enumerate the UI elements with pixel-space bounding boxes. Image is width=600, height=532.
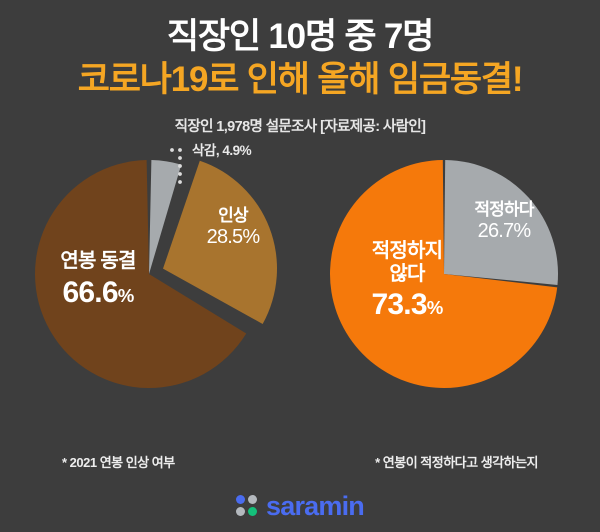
page-title-line-1: 직장인 10명 중 7명 (166, 17, 435, 56)
pie-slice-1[interactable] (444, 160, 558, 286)
pie-slice-1[interactable] (162, 161, 277, 325)
footnote-left: * 2021 연봉 인상 여부 (62, 455, 175, 470)
pie-chart-salary-adequacy: 적정하지 않다 73.3% 적정하다 26.7% (302, 144, 586, 396)
pie-callout-sakgam: 삭감, 4.9% (192, 143, 252, 159)
footnotes: * 2021 연봉 인상 여부 * 연봉이 적정하다고 생각하는지 (0, 452, 600, 471)
pie-slice-2[interactable] (149, 160, 182, 275)
pie-slice-0[interactable] (330, 160, 558, 389)
saramin-logo[interactable]: saramin (0, 491, 600, 521)
header: 직장인 10명 중 7명 코로나19로 인해 올해 임금동결! 직장인 1,97… (0, 0, 600, 136)
saramin-logo-dots-icon (236, 495, 258, 516)
saramin-wordmark: saramin (266, 491, 365, 521)
pie-chart-salary-change-svg (35, 160, 277, 389)
footnote-right: * 연봉이 적정하다고 생각하는지 (375, 455, 538, 470)
pie-chart-salary-adequacy-svg (330, 160, 558, 389)
charts-row: 연봉 동결 66.6% 인상 28.5% 삭감, 4.9% 적정하지 않다 73… (0, 143, 600, 396)
logo-dot-3 (236, 507, 246, 516)
logo-dot-2 (248, 495, 258, 504)
pie-slice-0[interactable] (35, 160, 247, 389)
pie-chart-salary-change: 연봉 동결 66.6% 인상 28.5% 삭감, 4.9% (14, 143, 298, 396)
survey-subtitle: 직장인 1,978명 설문조사 [자료제공: 사람인] (174, 119, 426, 136)
logo-dot-1 (236, 495, 246, 504)
page-title-line-2: 코로나19로 인해 올해 임금동결! (77, 59, 524, 99)
logo-dot-4 (248, 507, 258, 516)
